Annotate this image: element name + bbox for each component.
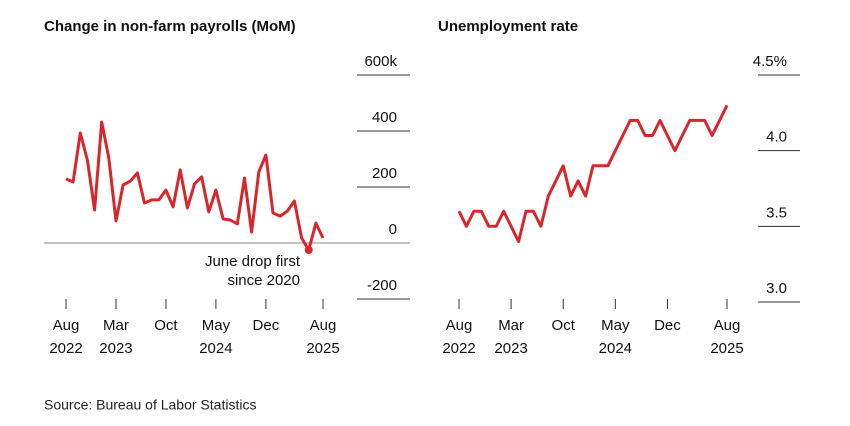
line bbox=[65, 120, 325, 252]
x-tick-label: Mar bbox=[103, 317, 129, 334]
x-tick-label: Oct bbox=[552, 317, 576, 334]
x-tick-sublabel: 2024 bbox=[599, 340, 632, 357]
x-tick-label: May bbox=[202, 317, 231, 334]
y-tick-label: 3.5 bbox=[766, 204, 787, 221]
line bbox=[457, 104, 729, 243]
x-tick-sublabel: 2023 bbox=[99, 340, 132, 357]
x-tick-label: Mar bbox=[498, 317, 524, 334]
source: Source: Bureau of Labor Statistics bbox=[44, 397, 256, 413]
x-tick-sublabel: 2024 bbox=[199, 340, 232, 357]
y-tick-label: 4.0 bbox=[766, 129, 787, 146]
x-tick-label: Aug bbox=[714, 317, 741, 334]
x-tick-sublabel: 2023 bbox=[494, 340, 527, 357]
x-tick-label: Aug bbox=[53, 317, 80, 334]
y-tick-label: 4.5% bbox=[753, 53, 787, 70]
x-tick-label: Oct bbox=[154, 317, 178, 334]
chart-title: Unemployment rate bbox=[438, 18, 578, 35]
y-tick-label: -200 bbox=[367, 277, 397, 294]
highlight-dot bbox=[304, 246, 313, 254]
chart-title: Change in non-farm payrolls (MoM) bbox=[44, 18, 296, 35]
x-tick-sublabel: 2022 bbox=[49, 340, 82, 357]
x-tick-sublabel: 2022 bbox=[442, 340, 475, 357]
annotation: June drop first bbox=[205, 253, 301, 270]
x-tick-label: Aug bbox=[310, 317, 337, 334]
y-tick-label: 600k bbox=[364, 53, 397, 70]
annotation: since 2020 bbox=[227, 272, 300, 289]
y-tick-label: 200 bbox=[372, 165, 397, 182]
x-tick-label: Dec bbox=[654, 317, 681, 334]
x-tick-label: May bbox=[601, 317, 630, 334]
x-tick-sublabel: 2025 bbox=[306, 340, 339, 357]
x-tick-label: Dec bbox=[253, 317, 280, 334]
x-tick-label: Aug bbox=[446, 317, 473, 334]
y-tick-label: 400 bbox=[372, 109, 397, 126]
y-tick-label: 0 bbox=[389, 221, 397, 238]
y-tick-label: 3.0 bbox=[766, 280, 787, 297]
x-tick-sublabel: 2025 bbox=[710, 340, 743, 357]
